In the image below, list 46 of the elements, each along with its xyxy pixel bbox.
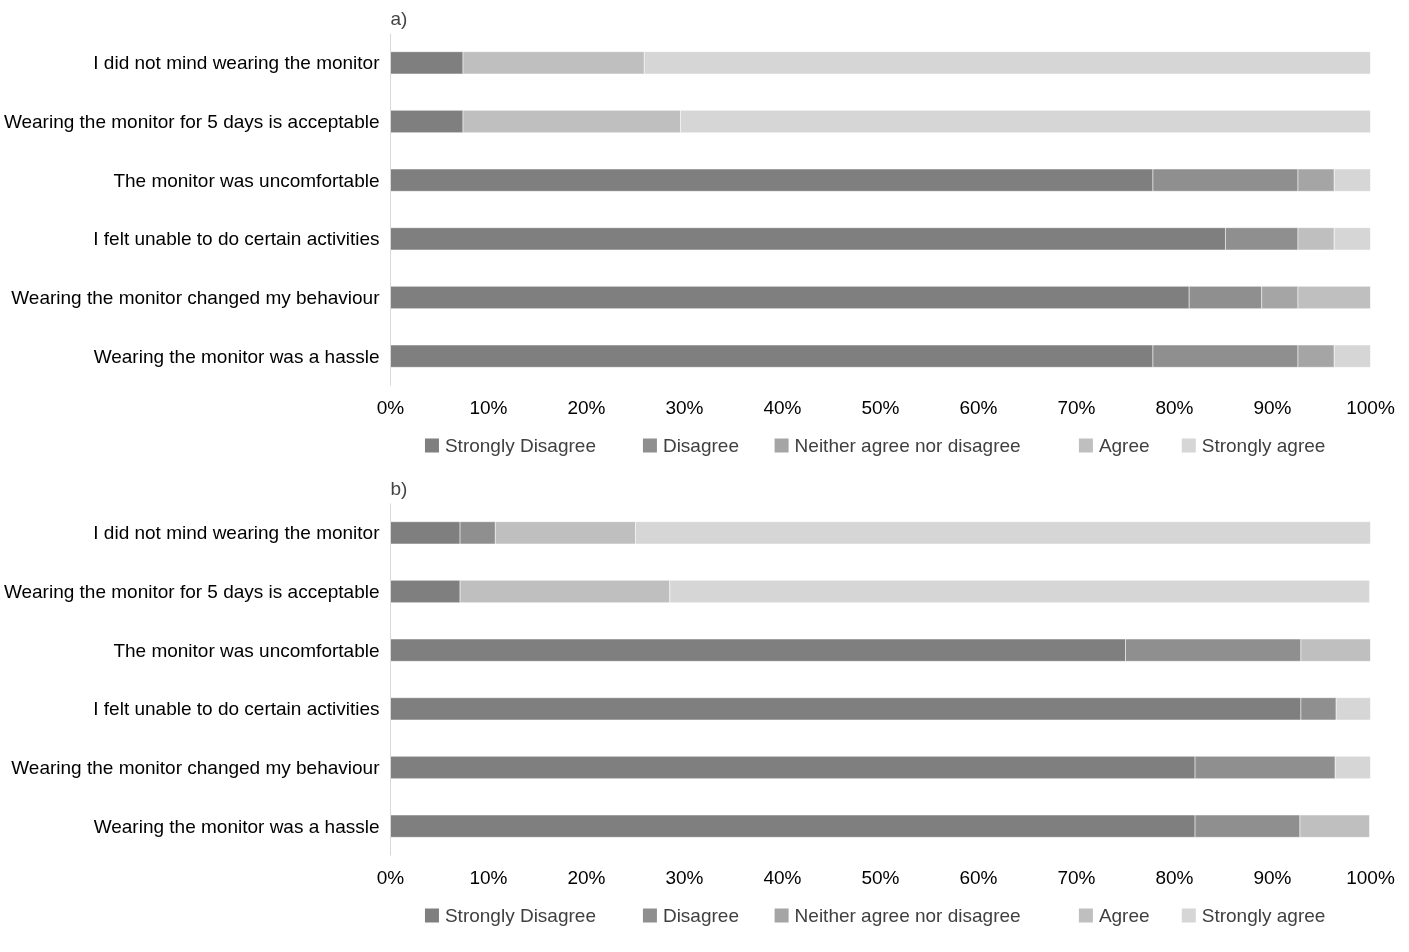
legend-label: Neither agree nor disagree	[794, 435, 1021, 456]
y-tick-label: The monitor was uncomfortable	[113, 639, 380, 661]
x-tick-label: 40%	[763, 866, 802, 888]
x-tick-label: 0%	[376, 866, 405, 888]
y-tick-label: Wearing the monitor for 5 days is acceptable	[3, 111, 380, 132]
y-tick-label: I felt unable to do certain activities	[93, 698, 380, 720]
x-tick-label: 0%	[376, 396, 405, 418]
legend-label: Strongly agree	[1201, 905, 1326, 926]
x-tick-label: 20%	[567, 396, 606, 418]
y-tick-label: Wearing the monitor for 5 days is acceptable	[3, 581, 380, 602]
x-tick-label: 90%	[1253, 866, 1292, 888]
x-tick-label: 90%	[1253, 396, 1292, 418]
legend-label: Agree	[1098, 435, 1150, 456]
x-tick-label: 10%	[469, 866, 508, 888]
x-tick-label: 100%	[1346, 866, 1395, 888]
y-tick-label: The monitor was uncomfortable	[113, 169, 380, 191]
legend-label: Strongly Disagree	[444, 435, 596, 456]
legend-label: Strongly Disagree	[444, 905, 596, 926]
legend-label: Disagree	[662, 435, 739, 456]
x-tick-label: 60%	[959, 396, 998, 418]
y-tick-label: I felt unable to do certain activities	[93, 228, 380, 250]
x-tick-label: 60%	[959, 866, 998, 888]
y-tick-label: I did not mind wearing the monitor	[93, 522, 381, 544]
x-tick-label: 50%	[861, 396, 900, 418]
x-tick-label: 30%	[665, 396, 704, 418]
x-tick-label: 100%	[1346, 396, 1395, 418]
chart-title: b)	[390, 477, 408, 499]
x-tick-label: 30%	[665, 866, 704, 888]
y-tick-label: Wearing the monitor was a hassle	[93, 345, 380, 367]
y-tick-label: Wearing the monitor changed my behaviour	[11, 757, 381, 778]
y-tick-label: I did not mind wearing the monitor	[93, 52, 381, 74]
x-tick-label: 20%	[567, 866, 606, 888]
y-tick-label: Wearing the monitor was a hassle	[93, 815, 380, 837]
legend-label: Strongly agree	[1201, 435, 1326, 456]
legend-label: Disagree	[662, 905, 739, 926]
chart-title: a)	[390, 7, 408, 29]
x-tick-label: 10%	[469, 396, 508, 418]
legend-label: Neither agree nor disagree	[794, 905, 1021, 926]
x-tick-label: 70%	[1057, 866, 1096, 888]
legend-label: Agree	[1098, 905, 1150, 926]
x-tick-label: 80%	[1155, 396, 1194, 418]
x-tick-label: 40%	[763, 396, 802, 418]
x-tick-label: 70%	[1057, 396, 1096, 418]
x-tick-label: 80%	[1155, 866, 1194, 888]
y-tick-label: Wearing the monitor changed my behaviour	[11, 287, 381, 308]
x-tick-label: 50%	[861, 866, 900, 888]
